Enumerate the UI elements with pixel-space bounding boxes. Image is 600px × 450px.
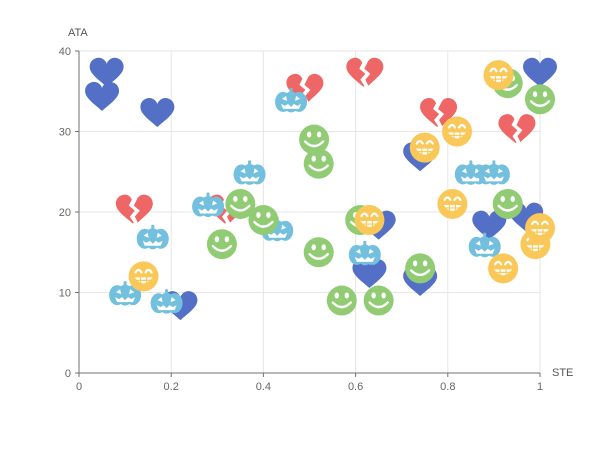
x-tick-label: 1 (537, 381, 543, 393)
pumpkin-point (275, 87, 308, 113)
pumpkin-point (109, 281, 142, 306)
pumpkin-point (468, 232, 501, 258)
axes: 0 10 20 30 40 0 0.2 0.4 0.6 0.8 1 (59, 46, 543, 393)
pumpkin-point (136, 224, 169, 250)
x-tick-label: 0.4 (256, 381, 271, 393)
smiley-point (326, 285, 357, 316)
smiley-point (405, 253, 436, 284)
grin-point (488, 253, 519, 284)
broken-heart-point (346, 57, 384, 87)
x-tick-label: 0.2 (164, 381, 179, 393)
y-tick-label: 10 (59, 288, 71, 300)
smiley-point (248, 205, 279, 236)
smiley-point (303, 237, 334, 268)
broken-heart-point (115, 194, 153, 224)
heart-point (140, 97, 175, 127)
heart-point (85, 81, 120, 111)
x-tick-label: 0.8 (440, 381, 455, 393)
smiley-point (225, 188, 256, 219)
grin-point (525, 213, 555, 244)
x-axis-label: STE (552, 367, 573, 379)
grin-point (409, 132, 440, 163)
y-tick-label: 0 (65, 368, 71, 380)
heart-point (89, 57, 124, 87)
smiley-point (303, 148, 334, 179)
x-tick-label: 0.6 (348, 381, 363, 393)
heart-point (472, 210, 507, 240)
smiley-point (363, 285, 394, 316)
grin-point (354, 205, 385, 236)
pumpkin-point (348, 240, 381, 266)
x-tick-label: 0 (76, 381, 82, 393)
smiley-point (525, 84, 555, 115)
broken-heart-point (498, 114, 536, 144)
grin-point (437, 188, 468, 219)
y-tick-label: 30 (59, 127, 71, 139)
pumpkin-point (233, 160, 266, 185)
data-points (85, 57, 557, 321)
pumpkin-point (150, 289, 183, 314)
grin-point (483, 60, 514, 91)
broken-heart-point (420, 97, 458, 127)
smiley-point (206, 229, 237, 260)
grin-point (128, 261, 159, 292)
smiley-point (492, 188, 523, 219)
y-axis-label: ATA (68, 27, 88, 39)
broken-heart-point (286, 73, 324, 103)
smiley-point (299, 124, 330, 155)
heart-point (352, 258, 387, 288)
y-tick-label: 40 (59, 46, 71, 58)
grin-point (442, 116, 473, 147)
pumpkin-point (477, 160, 510, 185)
y-tick-label: 20 (59, 207, 71, 219)
heart-point (523, 57, 557, 87)
pumpkin-point (192, 192, 225, 218)
